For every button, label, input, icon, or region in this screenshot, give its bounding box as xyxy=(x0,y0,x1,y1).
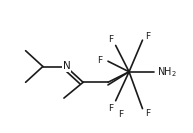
Text: F: F xyxy=(108,104,113,113)
Text: F: F xyxy=(108,35,113,44)
Text: F: F xyxy=(97,56,102,65)
Text: F: F xyxy=(118,110,123,119)
Text: F: F xyxy=(145,32,151,41)
Text: NH$_2$: NH$_2$ xyxy=(157,65,177,79)
Text: N: N xyxy=(63,61,71,71)
Text: F: F xyxy=(145,109,151,118)
